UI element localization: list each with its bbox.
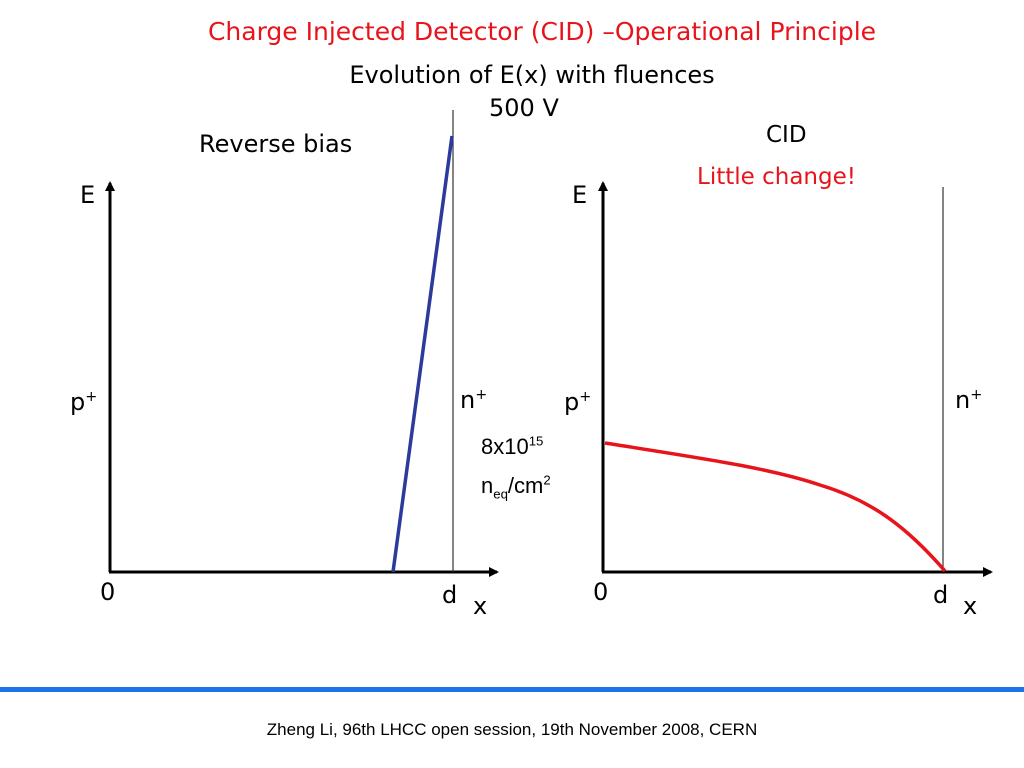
right-origin-label: 0 <box>593 578 609 606</box>
reverse-bias-label: Reverse bias <box>199 130 353 158</box>
left-d-label: d <box>442 581 458 609</box>
slide-title: Charge Injected Detector (CID) –Operatio… <box>207 17 877 46</box>
left-p-plus-label: p+ <box>70 388 98 416</box>
footer-bar <box>0 687 1024 692</box>
left-e-axis-label: E <box>80 181 96 209</box>
fluence-value: 8x1015 <box>481 433 544 459</box>
right-e-axis-label: E <box>572 181 588 209</box>
right-x-axis-label: x <box>963 592 978 620</box>
left-field-line <box>391 135 454 573</box>
left-origin-label: 0 <box>100 578 116 606</box>
right-field-curve <box>604 441 947 573</box>
cid-label: CID <box>766 122 807 148</box>
right-d-label: d <box>933 581 949 609</box>
left-n-plus-label: n+ <box>460 386 488 414</box>
little-change-note: Little change! <box>697 164 856 190</box>
left-x-axis-label: x <box>473 592 488 620</box>
bias-voltage: 500 V <box>489 94 559 122</box>
right-n-plus-label: n+ <box>955 386 983 414</box>
fluence-unit: neq/cm2 <box>481 472 551 502</box>
slide-subtitle: Evolution of E(x) with fluences <box>349 61 715 89</box>
right-p-plus-label: p+ <box>564 388 592 416</box>
footer-credit: Zheng Li, 96th LHCC open session, 19th N… <box>266 720 758 739</box>
